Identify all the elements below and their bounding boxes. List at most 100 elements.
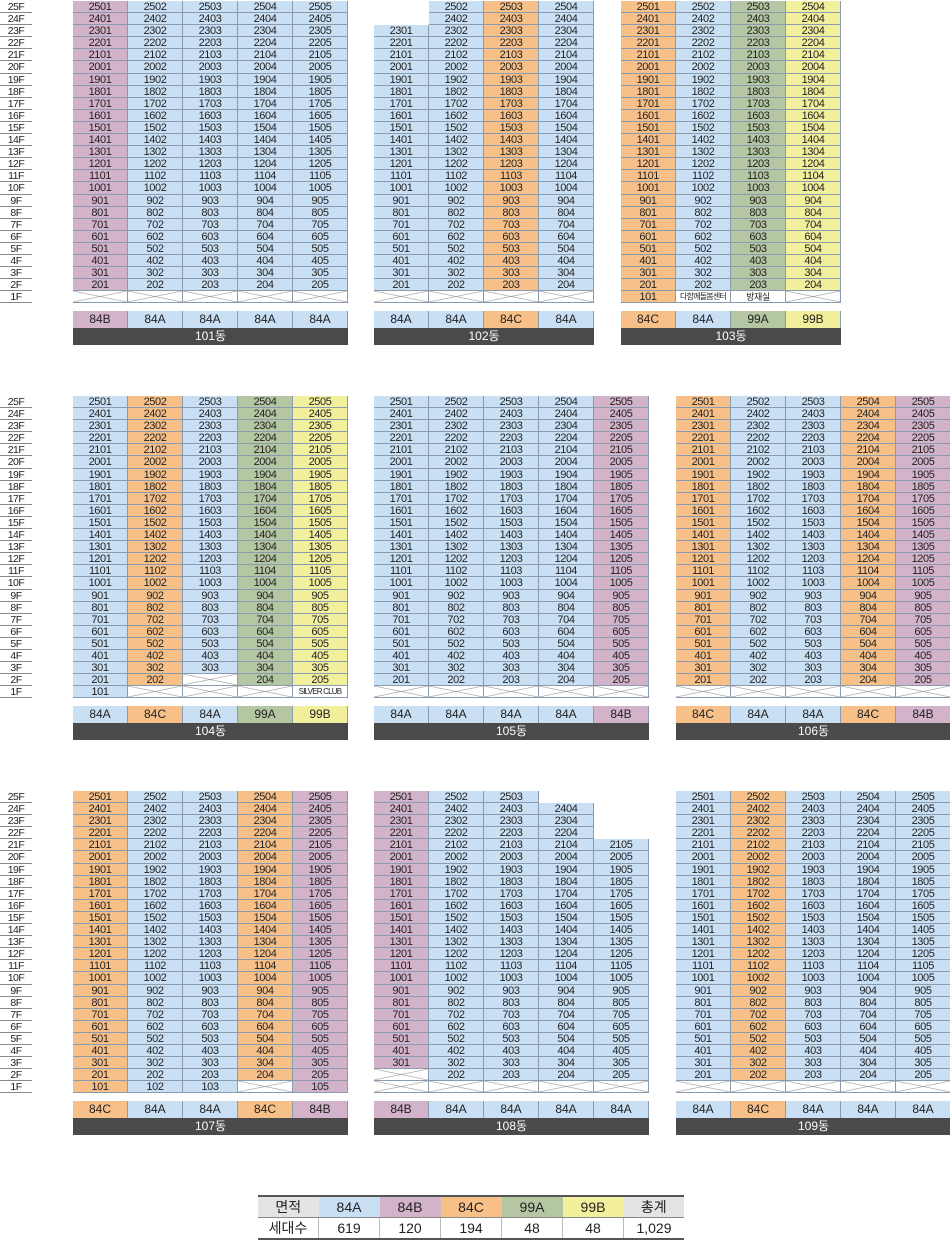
unit-cell: 2205	[293, 827, 348, 840]
unit-cell: 2404	[539, 803, 594, 816]
unit-grid: 2501 2502 2503 2504 2401 2402 2403 2404 2301 2302…	[621, 1, 841, 304]
floor-row-18: 1801 1802 1803 1804 1805	[73, 85, 348, 98]
unit-cell: 2302	[676, 25, 731, 38]
unit-cell: 301	[676, 662, 731, 675]
unit-cell: 1501	[73, 516, 128, 530]
unit-cell: 1203	[786, 553, 841, 566]
empty-cell	[594, 815, 649, 827]
unit-cell: 2402	[731, 803, 786, 816]
unit-cell: 2501	[374, 791, 429, 804]
unit-cell: 501	[73, 1032, 128, 1045]
floor-row-19: 1901 1902 1903 1904 1905	[676, 863, 950, 876]
floor-row-9: 901 902 903 904 905	[73, 589, 348, 602]
unit-cell: 301	[73, 1057, 128, 1070]
floor-row-25: 2501 2502 2503 2504 2505	[676, 791, 950, 804]
unit-cell: 1903	[786, 468, 841, 481]
floor-row-8: 801 802 803 804 805	[676, 601, 950, 614]
unit-cell: 501	[374, 242, 429, 255]
floor-row-13: 1301 1302 1303 1304 1305	[73, 146, 348, 159]
unit-cell: 202	[731, 674, 786, 687]
unit-cell: 1605	[896, 504, 950, 517]
unit-cell: 1201	[374, 948, 429, 961]
floor-label: 10F	[0, 182, 32, 195]
unit-cell: 2102	[731, 839, 786, 852]
unit-cell: 2202	[128, 827, 183, 840]
floor-row-23: 2301 2302 2303 2304 2305	[676, 815, 950, 828]
floor-row-3: 301 302 303 304 305	[73, 662, 348, 675]
unit-cell: 802	[731, 601, 786, 614]
floor-label: 8F	[0, 602, 32, 614]
unit-cell: 304	[238, 662, 293, 675]
unit-cell: 2101	[374, 49, 429, 62]
unit-cell: 1405	[293, 529, 348, 542]
floor-row-17: 1701 1702 1703 1704 1705	[73, 97, 348, 110]
unit-cell: 1403	[484, 924, 539, 937]
unit-cell: 803	[183, 996, 238, 1009]
unit-cell: 1403	[786, 529, 841, 542]
unit-cell: 2402	[128, 13, 183, 26]
unit-cell: 503	[786, 637, 841, 650]
unit-cell: 1105	[293, 960, 348, 973]
unit-cell: 2303	[183, 815, 238, 828]
unit-cell: 2305	[594, 420, 649, 433]
unit-cell: 601	[73, 625, 128, 638]
unit-cell: 502	[429, 242, 484, 255]
unit-cell: 2103	[183, 839, 238, 852]
unit-cell: 2003	[731, 61, 786, 74]
unit-type-cell: 84A	[429, 706, 484, 724]
unit-cell: 1002	[128, 972, 183, 985]
floor-row-22: 2201 2202 2203 2204 2205	[73, 827, 348, 840]
floor-row-11: 1101 1102 1103 1104 1105	[73, 170, 348, 183]
floor-label: 22F	[0, 432, 32, 445]
unit-cell: 1604	[786, 109, 841, 122]
floor-row-7: 701 702 703 704	[374, 218, 594, 231]
unit-cell: 704	[539, 613, 594, 626]
floor-row-12: 1201 1202 1203 1204 1205	[73, 158, 348, 171]
unit-cell: 1504	[786, 121, 841, 135]
unit-cell: 1005	[896, 972, 950, 985]
unit-cell: 1602	[429, 899, 484, 912]
unit-cell: 903	[786, 589, 841, 602]
floor-row-17: 1701 1702 1703 1704 1705	[676, 492, 950, 505]
floor-row-19: 1901 1902 1903 1904	[621, 73, 841, 86]
unit-type-cell: 84A	[73, 706, 128, 724]
unit-cell: 604	[238, 1020, 293, 1033]
unit-cell: 1704	[841, 492, 896, 505]
unit-cell: 201	[73, 1069, 128, 1082]
unit-cell: 1301	[374, 936, 429, 949]
floor-row-5: 501 502 503 504	[621, 242, 841, 255]
floor-row-16: 1601 1602 1603 1604 1605	[374, 899, 649, 912]
unit-cell: 1305	[896, 936, 950, 949]
unit-cell: 2104	[238, 444, 293, 457]
unit-cell: 505	[293, 637, 348, 650]
floor-row-16: 1601 1602 1603 1604 1605	[73, 504, 348, 517]
floor-label: 11F	[0, 565, 32, 578]
unit-cell: 304	[841, 1057, 896, 1070]
no-unit-cell	[374, 686, 429, 699]
unit-cell: 1404	[539, 134, 594, 147]
floor-label: 14F	[0, 529, 32, 542]
unit-cell: 2402	[429, 13, 484, 26]
unit-cell: 1502	[731, 516, 786, 530]
floor-row-7: 701 702 703 704 705	[374, 1008, 649, 1021]
floor-row-23: 2301 2302 2303 2304	[374, 815, 649, 828]
unit-cell: 1402	[429, 924, 484, 937]
unit-cell: 1104	[238, 960, 293, 973]
unit-cell: 704	[238, 613, 293, 626]
unit-cell: 1901	[676, 468, 731, 481]
unit-cell: 604	[539, 625, 594, 638]
unit-cell: 1302	[128, 541, 183, 554]
unit-type-cell: 84A	[731, 706, 786, 724]
unit-cell: 302	[128, 267, 183, 280]
floor-label: 9F	[0, 985, 32, 997]
unit-cell: 2002	[128, 851, 183, 864]
no-unit-cell	[594, 1081, 649, 1094]
floor-row-16: 1601 1602 1603 1604	[374, 109, 594, 122]
unit-cell: 2105	[293, 49, 348, 62]
unit-cell: 2405	[896, 803, 950, 816]
unit-cell: 301	[676, 1057, 731, 1070]
unit-cell: 1004	[238, 577, 293, 590]
floor-label: 20F	[0, 456, 32, 469]
floor-row-20: 2001 2002 2003 2004 2005	[676, 456, 950, 469]
floor-row-13: 1301 1302 1303 1304 1305	[374, 541, 649, 554]
